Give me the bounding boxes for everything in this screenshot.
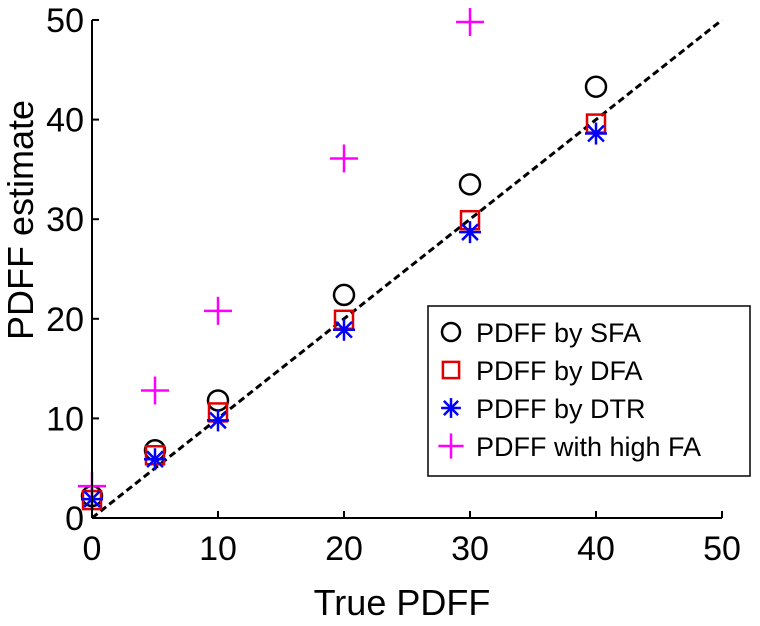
x-tick-label: 50 xyxy=(703,530,741,568)
legend-marker-asterisk xyxy=(441,398,461,418)
legend-marker-plus xyxy=(438,433,464,459)
y-tick-label: 40 xyxy=(46,102,84,140)
data-point-circle xyxy=(206,389,230,412)
data-point-asterisk-stroke xyxy=(461,223,479,241)
legend-box xyxy=(427,305,751,477)
x-tick-label: 0 xyxy=(83,530,102,568)
data-point-plus xyxy=(456,7,484,36)
y-tick-label: 10 xyxy=(46,400,84,438)
axes: True PDFF PDFF estimate 0 10 20 30 40 50 0 10 20… xyxy=(0,2,741,623)
data-point-circle xyxy=(332,283,356,307)
legend-marker-circle xyxy=(440,321,462,343)
y-tick-label: 20 xyxy=(46,301,84,339)
data-point-plus xyxy=(141,376,169,405)
data-point-asterisk xyxy=(585,122,607,145)
data-point-asterisk xyxy=(459,221,481,244)
legend: PDFF by SFA PDFF by DFA PDFF by DTR PDFF wi… xyxy=(427,305,751,477)
legend-entry: PDFF by DFA xyxy=(441,356,643,386)
y-tick-label: 50 xyxy=(46,2,84,40)
data-point-circle xyxy=(584,75,608,98)
legend-label: PDFF by SFA xyxy=(476,318,641,348)
data-point-circle-shape xyxy=(458,173,482,196)
data-point-asterisk-stroke xyxy=(146,450,164,469)
plot-area xyxy=(78,7,723,520)
legend-marker-asterisk-stroke xyxy=(442,399,460,417)
legend-marker-circle-shape xyxy=(440,321,462,343)
legend-label: PDFF with high FA xyxy=(476,432,701,462)
x-tick-label: 10 xyxy=(199,530,237,568)
series-asterisk xyxy=(81,122,607,511)
data-point-asterisk-stroke xyxy=(587,124,605,143)
data-point-circle-shape xyxy=(332,283,356,307)
identity-reference-line xyxy=(91,18,723,520)
data-point-circle-shape xyxy=(206,389,230,412)
y-tick-label: 0 xyxy=(65,500,84,538)
data-point-asterisk xyxy=(144,448,166,471)
data-point-asterisk xyxy=(333,318,355,341)
data-point-asterisk-stroke xyxy=(335,320,353,339)
data-point-circle-shape xyxy=(584,75,608,98)
data-point-asterisk xyxy=(207,409,229,432)
y-axis-title: PDFF estimate xyxy=(0,100,41,340)
data-point-asterisk-stroke xyxy=(209,411,227,430)
legend-entry: PDFF with high FA xyxy=(438,432,701,462)
legend-entry: PDFF by DTR xyxy=(441,394,646,424)
legend-entry: PDFF by SFA xyxy=(440,318,641,348)
data-point-plus xyxy=(204,296,232,325)
legend-label: PDFF by DTR xyxy=(476,394,646,424)
legend-marker-square-shape xyxy=(441,360,461,380)
x-axis-title: True PDFF xyxy=(314,582,491,623)
y-tick-label: 30 xyxy=(46,201,84,239)
x-tick-label: 30 xyxy=(451,530,489,568)
data-point-plus xyxy=(330,144,358,173)
legend-label: PDFF by DFA xyxy=(476,356,643,386)
x-tick-label: 40 xyxy=(577,530,615,568)
data-point-circle xyxy=(458,173,482,196)
x-tick-label: 20 xyxy=(325,530,363,568)
legend-marker-square xyxy=(441,360,461,380)
series-plus xyxy=(78,7,484,501)
